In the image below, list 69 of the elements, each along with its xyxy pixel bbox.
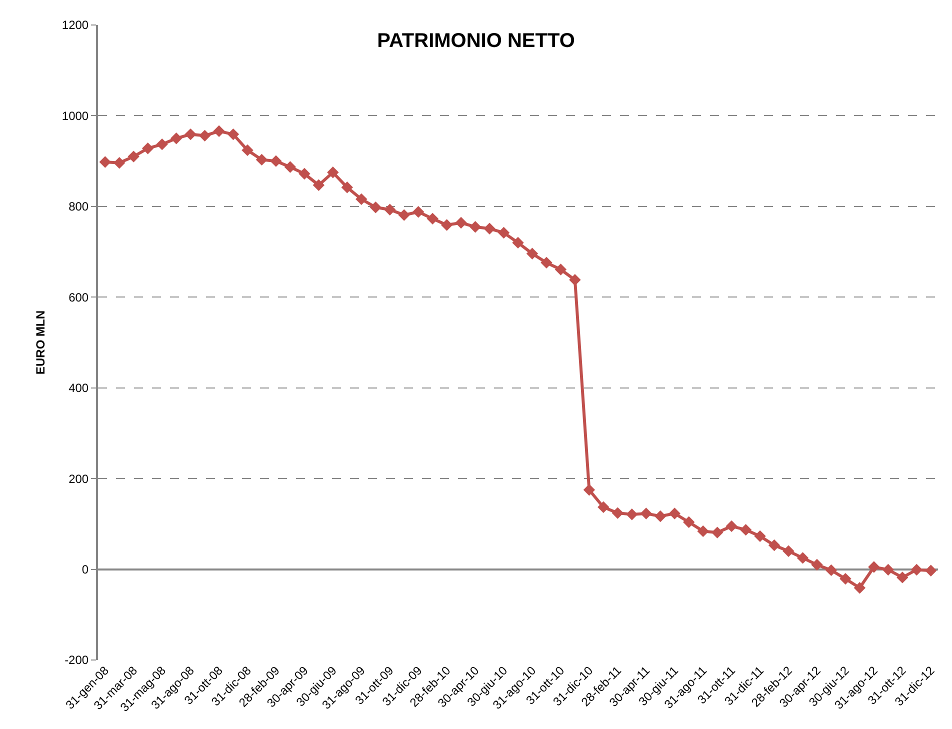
point <box>284 161 296 173</box>
point <box>384 204 396 216</box>
y-tick-label: 600 <box>68 290 89 304</box>
point <box>754 530 766 542</box>
point <box>569 274 581 286</box>
y-tick-label: 0 <box>82 562 89 576</box>
point <box>868 561 880 573</box>
point <box>99 156 111 168</box>
point <box>356 193 368 206</box>
point <box>114 157 126 169</box>
point <box>626 508 638 520</box>
point <box>896 572 908 584</box>
point <box>854 582 866 594</box>
point <box>526 248 538 260</box>
y-tick-label: 200 <box>68 472 89 486</box>
point <box>455 216 467 229</box>
point <box>640 508 652 520</box>
point <box>426 212 438 225</box>
point <box>811 558 823 571</box>
y-tick-label: 1000 <box>62 108 89 123</box>
point <box>156 138 168 150</box>
point <box>242 144 254 156</box>
point <box>412 206 424 218</box>
y-tick-label: 800 <box>68 200 89 214</box>
point <box>612 507 624 519</box>
y-tick-label: 1200 <box>62 18 89 32</box>
point <box>370 201 382 214</box>
point <box>726 520 738 532</box>
point <box>270 155 282 167</box>
point <box>740 524 752 536</box>
point <box>312 179 325 191</box>
point <box>484 222 496 234</box>
point <box>882 564 894 576</box>
point <box>910 564 922 576</box>
y-axis-title: EURO MLN <box>34 310 48 374</box>
point <box>498 226 510 239</box>
point <box>128 150 140 162</box>
point <box>298 168 310 180</box>
point <box>213 125 225 137</box>
y-tick-label: -200 <box>64 653 89 668</box>
point <box>198 130 211 142</box>
point <box>697 525 709 538</box>
point <box>598 501 610 513</box>
point <box>440 219 453 231</box>
point <box>327 166 339 178</box>
point <box>925 564 937 576</box>
point <box>469 220 482 233</box>
point <box>540 256 552 269</box>
point <box>341 182 353 194</box>
point <box>825 564 838 576</box>
y-tick-label: 400 <box>68 381 89 396</box>
point <box>184 128 196 140</box>
point <box>583 484 596 496</box>
point <box>668 508 680 520</box>
point <box>711 526 724 538</box>
point <box>554 264 567 276</box>
point <box>782 545 794 557</box>
point <box>170 132 182 144</box>
point <box>256 154 268 166</box>
point <box>227 128 240 140</box>
point <box>768 539 780 552</box>
point <box>796 552 809 564</box>
point <box>142 142 154 154</box>
point <box>654 510 666 522</box>
point <box>512 236 524 249</box>
chart-title: PATRIMONIO NETTO <box>377 30 575 52</box>
point <box>683 516 695 528</box>
point <box>840 572 852 585</box>
point <box>398 209 410 221</box>
